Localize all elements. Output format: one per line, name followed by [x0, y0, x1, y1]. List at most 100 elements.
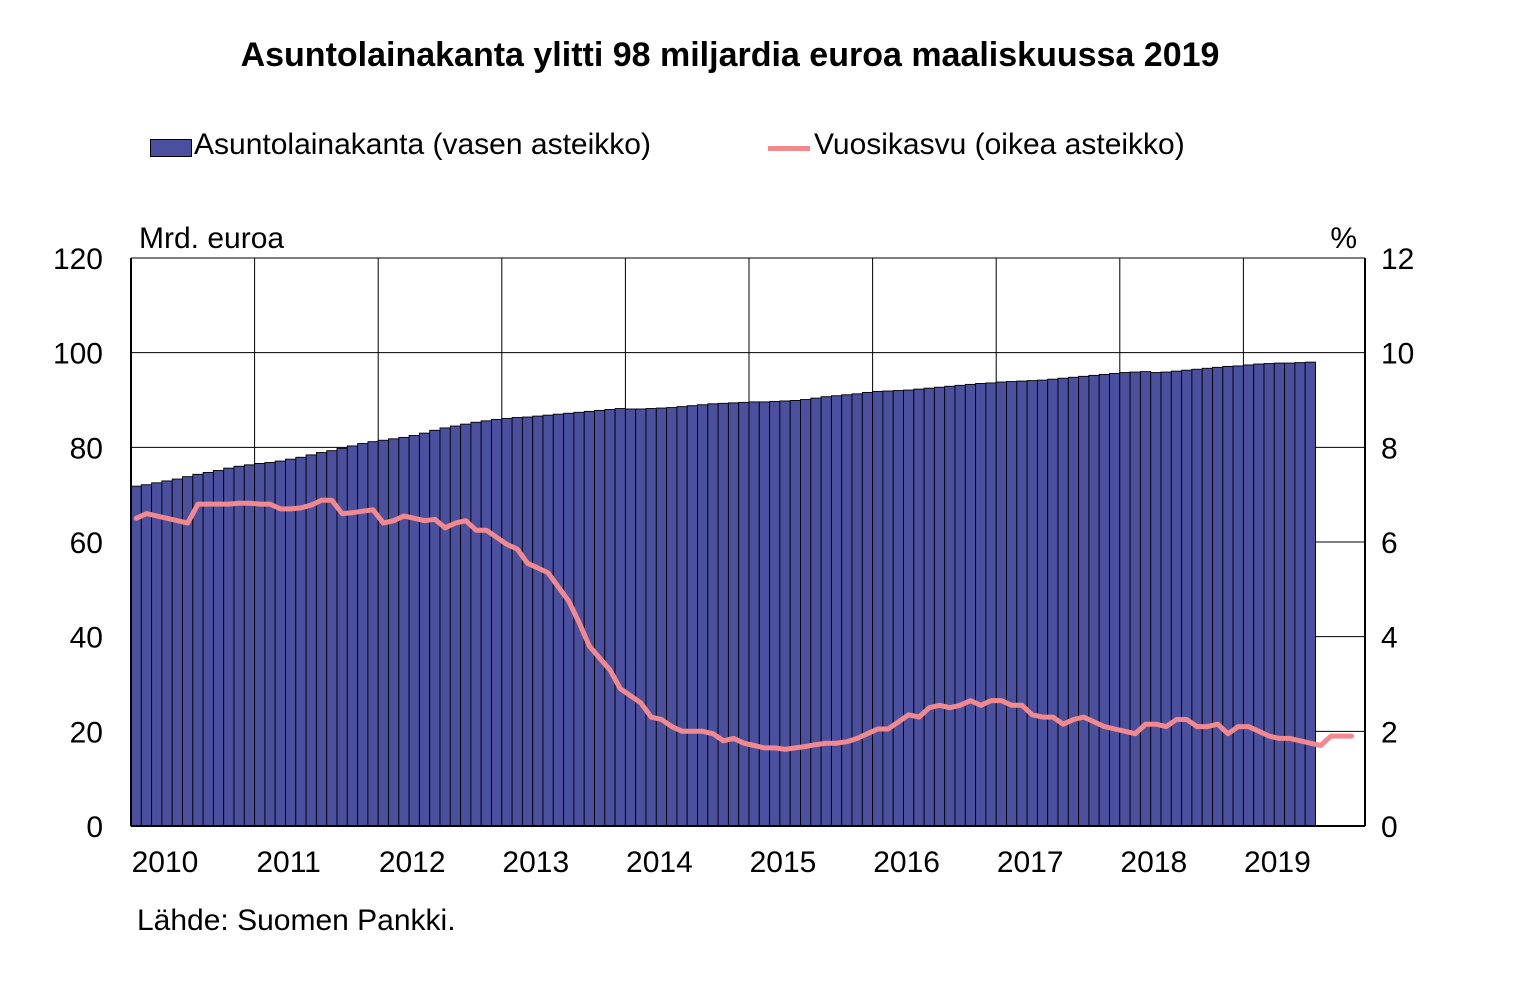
bar: [810, 397, 822, 827]
bar: [954, 384, 966, 827]
bar: [511, 417, 523, 827]
bar: [1088, 374, 1100, 827]
bar: [1304, 361, 1316, 827]
bar: [645, 408, 657, 827]
bar: [789, 400, 801, 827]
left-tick-label: 0: [86, 811, 103, 844]
bar: [964, 383, 977, 827]
bar: [305, 454, 317, 827]
legend-line-swatch: [768, 146, 810, 151]
left-tick-label: 120: [53, 243, 103, 276]
bar: [532, 415, 544, 827]
source-note: Lähde: Suomen Pankki.: [137, 904, 456, 937]
bar: [727, 402, 740, 827]
bar: [975, 382, 987, 827]
bar: [212, 470, 225, 827]
bar: [202, 471, 214, 827]
bar: [171, 478, 183, 827]
right-tick-label: 12: [1381, 243, 1414, 276]
bar: [130, 485, 142, 827]
bar: [923, 387, 935, 827]
x-tick-label: 2014: [626, 846, 693, 879]
right-unit-label: %: [1330, 222, 1357, 255]
bar: [985, 382, 997, 827]
bar: [707, 403, 719, 827]
bar: [944, 385, 956, 827]
bar: [655, 407, 668, 827]
bar: [1242, 364, 1255, 827]
bar: [233, 465, 245, 827]
bar: [830, 395, 843, 827]
bar: [243, 464, 256, 827]
bar: [1026, 380, 1038, 827]
bar: [800, 399, 812, 827]
bar: [501, 418, 513, 827]
bar: [758, 401, 771, 827]
bar: [182, 476, 194, 827]
bar: [491, 418, 503, 827]
bar: [1212, 366, 1224, 827]
bar-series: [130, 361, 1316, 827]
x-tick-label: 2015: [750, 846, 817, 879]
bar: [377, 439, 389, 827]
bar: [264, 462, 276, 827]
bar: [1170, 370, 1183, 827]
bar: [408, 435, 420, 827]
bar: [439, 427, 451, 827]
x-tick-label: 2016: [873, 846, 940, 879]
bar: [295, 456, 307, 827]
bar: [480, 420, 492, 827]
bar: [1098, 373, 1110, 827]
bar: [254, 462, 266, 827]
bar: [1201, 367, 1213, 827]
right-tick-label: 4: [1381, 622, 1398, 655]
bar: [666, 407, 678, 827]
bar: [1036, 379, 1049, 827]
bar: [841, 394, 853, 827]
bar: [223, 467, 235, 827]
bar: [738, 401, 750, 827]
bar: [1273, 362, 1286, 827]
bar: [552, 413, 565, 827]
bar: [1284, 362, 1296, 827]
bar: [995, 381, 1007, 827]
left-unit-label: Mrd. euroa: [139, 222, 284, 255]
right-tick-label: 2: [1381, 716, 1398, 749]
line-series: [133, 497, 1355, 752]
bar: [1294, 362, 1306, 827]
bar: [903, 389, 915, 827]
bar: [563, 412, 575, 827]
bar: [583, 410, 595, 827]
bar: [1047, 378, 1059, 827]
bar: [388, 438, 400, 827]
axes: [130, 258, 1366, 827]
bar: [1191, 368, 1203, 827]
x-tick-label: 2012: [379, 846, 446, 879]
left-tick-label: 60: [70, 527, 103, 560]
bar: [1181, 369, 1193, 827]
bar: [717, 402, 729, 827]
bar: [1109, 373, 1121, 827]
chart-title: Asuntolainakanta ylitti 98 miljardia eur…: [240, 36, 1220, 74]
legend-bar-label: Asuntolainakanta (vasen asteikko): [194, 128, 651, 161]
right-tick-label: 8: [1381, 432, 1398, 465]
bar: [449, 425, 462, 827]
bar: [1253, 363, 1265, 827]
legend-bar-swatch: [150, 139, 192, 157]
bar: [624, 408, 637, 827]
bar: [367, 441, 379, 827]
axis-labels: 0 0 20 2 40 4 60 6 80 8 100 10 120 12 Mrd. euroa % 2010 2…: [53, 222, 1414, 879]
bar: [769, 400, 781, 827]
bar: [460, 423, 472, 827]
bar: [913, 388, 925, 827]
bar: [1119, 372, 1131, 827]
bar: [192, 473, 204, 827]
bar: [285, 458, 297, 827]
bar: [398, 436, 410, 827]
bar: [851, 393, 863, 827]
left-tick-label: 40: [70, 622, 103, 655]
bar: [882, 390, 894, 827]
right-tick-label: 10: [1381, 338, 1414, 371]
bar: [274, 460, 286, 827]
